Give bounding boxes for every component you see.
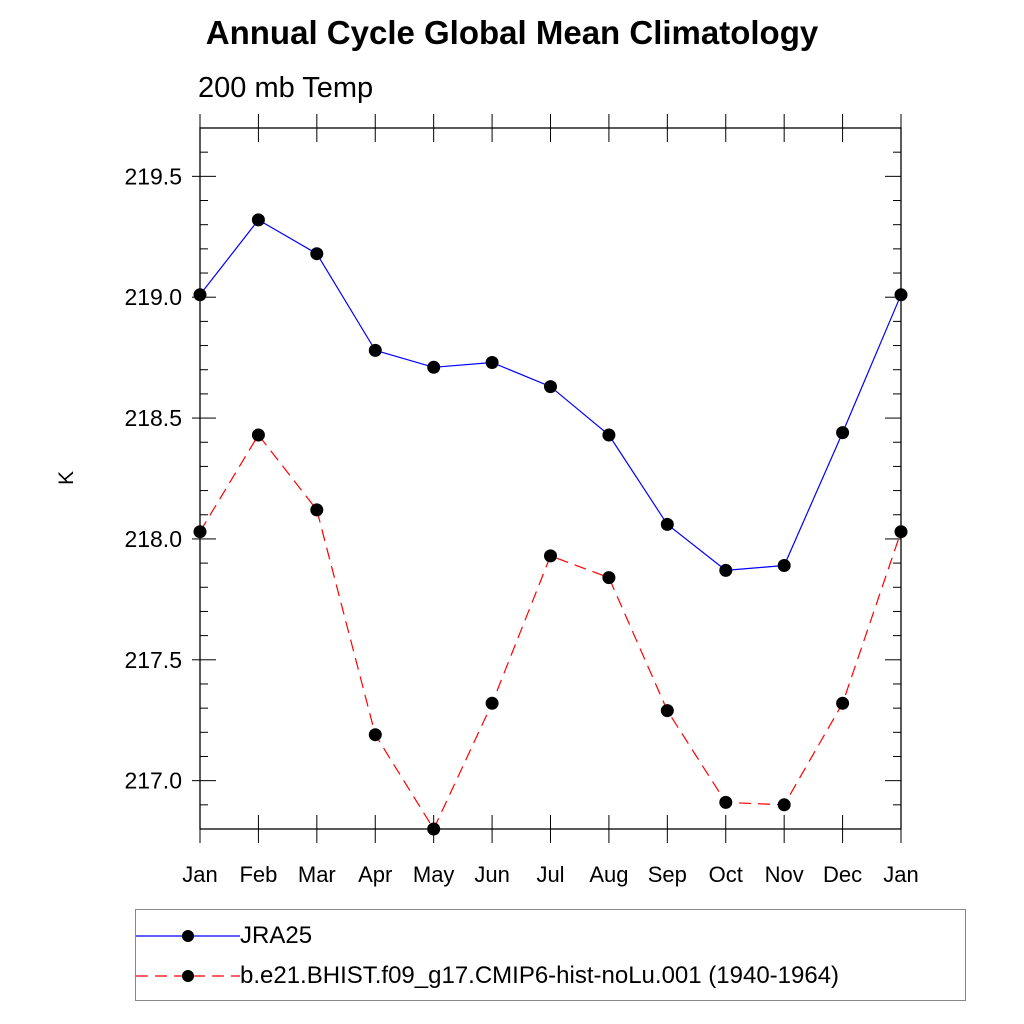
legend-entry: b.e21.BHIST.f09_g17.CMIP6-hist-noLu.001 … <box>136 956 839 996</box>
y-tick-label: 217.0 <box>124 768 182 794</box>
y-tick-label: 219.0 <box>124 284 182 310</box>
legend: JRA25 b.e21.BHIST.f09_g17.CMIP6-hist-noL… <box>135 909 966 1001</box>
data-point <box>719 563 733 577</box>
data-point <box>193 525 207 539</box>
data-point <box>660 704 674 718</box>
data-point <box>427 822 441 836</box>
legend-sample-model <box>136 970 240 982</box>
legend-entry: JRA25 <box>136 916 312 956</box>
data-point <box>251 428 265 442</box>
data-point <box>485 356 499 369</box>
legend-sample-jra25 <box>136 930 240 942</box>
data-point <box>719 795 733 809</box>
x-tick-label: Apr <box>358 862 392 887</box>
data-point <box>836 696 850 710</box>
y-tick-label: 218.0 <box>124 526 182 552</box>
data-point <box>485 696 499 710</box>
x-tick-label: Feb <box>239 862 277 887</box>
plot-frame <box>199 127 902 830</box>
data-point <box>310 247 324 261</box>
x-tick-label: Dec <box>823 862 862 887</box>
data-point <box>836 426 850 440</box>
data-point <box>777 798 791 812</box>
data-point <box>602 428 616 442</box>
data-point <box>368 343 382 357</box>
data-point <box>193 288 207 302</box>
y-tick-label: 218.5 <box>124 405 182 431</box>
y-tick-label: 217.5 <box>124 647 182 673</box>
x-tick-label: Nov <box>765 862 804 887</box>
data-point <box>310 503 324 517</box>
x-tick-label: Jun <box>474 862 509 887</box>
legend-label: b.e21.BHIST.f09_g17.CMIP6-hist-noLu.001 … <box>240 962 840 989</box>
data-point <box>544 549 557 563</box>
data-point <box>894 525 908 539</box>
data-point <box>602 571 616 585</box>
data-point <box>777 559 791 572</box>
x-tick-label: Jul <box>536 862 564 887</box>
chart-title: Annual Cycle Global Mean Climatology <box>205 14 819 51</box>
data-point <box>894 288 908 302</box>
legend-label: JRA25 <box>240 922 313 949</box>
data-point <box>251 213 265 227</box>
x-tick-label: Aug <box>589 862 628 887</box>
series-line-0 <box>199 219 902 572</box>
x-tick-label: Jan <box>182 862 217 887</box>
data-point <box>427 360 441 374</box>
x-tick-label: Sep <box>648 862 687 887</box>
x-tick-label: May <box>413 862 455 887</box>
y-tick-label: 219.5 <box>124 163 182 189</box>
x-tick-label: Mar <box>298 862 336 887</box>
data-point <box>368 728 382 742</box>
data-point <box>660 517 674 531</box>
chart-subtitle: 200 mb Temp <box>198 72 374 104</box>
x-tick-label: Jan <box>883 862 918 887</box>
series-line-1 <box>199 433 902 831</box>
x-tick-label: Oct <box>709 862 743 887</box>
data-point <box>544 380 557 394</box>
